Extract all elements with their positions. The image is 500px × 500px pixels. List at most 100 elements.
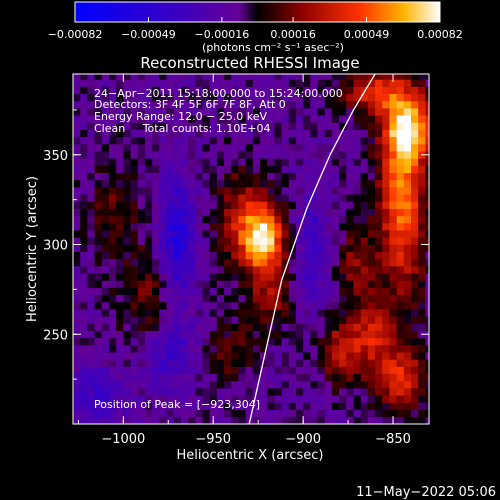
heatmap-cell — [209, 194, 218, 202]
heatmap-cell — [87, 309, 95, 317]
heatmap-cell — [123, 273, 131, 281]
heatmap-cell — [101, 136, 110, 145]
heatmap-cell — [123, 108, 131, 116]
heatmap-cell — [209, 323, 218, 331]
heatmap-cell — [209, 86, 218, 95]
heatmap-cell — [367, 222, 376, 231]
heatmap-cell — [238, 158, 246, 166]
heatmap-cell — [159, 151, 167, 159]
heatmap-cell — [375, 258, 383, 267]
heatmap-cell — [411, 287, 419, 296]
heatmap-cell — [116, 359, 124, 367]
heatmap-cell — [339, 86, 347, 95]
heatmap-cell — [259, 395, 268, 403]
heatmap-cell — [137, 237, 146, 245]
heatmap-cell — [216, 330, 225, 339]
heatmap-cell — [188, 115, 196, 123]
heatmap-cell — [180, 122, 189, 130]
heatmap-cell — [173, 74, 182, 80]
heatmap-cell — [389, 266, 397, 274]
heatmap-cell — [324, 366, 333, 375]
heatmap-cell — [87, 294, 95, 303]
heatmap-cell — [396, 301, 405, 310]
heatmap-cell — [403, 273, 412, 281]
heatmap-cell — [216, 86, 225, 95]
heatmap-cell — [389, 323, 397, 331]
heatmap-cell — [396, 359, 405, 367]
heatmap-cell — [195, 359, 203, 367]
heatmap-cell — [425, 122, 429, 130]
heatmap-cell — [288, 93, 297, 102]
heatmap-cell — [317, 359, 326, 367]
heatmap-cell — [281, 208, 290, 217]
heatmap-cell — [108, 208, 117, 217]
heatmap-cell — [152, 402, 160, 410]
heatmap-cell — [331, 201, 340, 209]
heatmap-cell — [331, 158, 340, 166]
heatmap-cell — [166, 86, 174, 95]
heatmap-cell — [80, 316, 88, 324]
heatmap-cell — [267, 280, 275, 288]
heatmap-cell — [173, 165, 182, 174]
heatmap-cell — [346, 388, 354, 396]
heatmap-cell — [202, 409, 210, 418]
heatmap-cell — [339, 416, 347, 424]
heatmap-cell — [411, 294, 419, 303]
heatmap-cell — [259, 323, 268, 331]
heatmap-cell — [418, 309, 426, 317]
heatmap-cell — [144, 158, 153, 166]
heatmap-cell — [252, 179, 261, 188]
heatmap-cell — [166, 158, 174, 166]
heatmap-cell — [202, 93, 210, 102]
colorbar-tick-label: −0.00082 — [48, 28, 103, 41]
heatmap-cell — [180, 86, 189, 95]
heatmap-cell — [252, 409, 261, 418]
heatmap-cell — [245, 136, 254, 145]
heatmap-cell — [346, 230, 354, 238]
heatmap-cell — [303, 301, 311, 310]
heatmap-cell — [310, 323, 318, 331]
heatmap-cell — [144, 251, 153, 260]
heatmap-cell — [87, 409, 95, 418]
heatmap-cell — [216, 244, 225, 252]
heatmap-cell — [224, 108, 232, 116]
heatmap-cell — [216, 316, 225, 324]
heatmap-cell — [144, 100, 153, 109]
heatmap-cell — [295, 352, 304, 360]
heatmap-cell — [324, 172, 333, 181]
heatmap-cell — [166, 194, 174, 202]
heatmap-cell — [180, 301, 189, 310]
heatmap-cell — [73, 266, 81, 274]
heatmap-cell — [152, 237, 160, 245]
heatmap-cell — [152, 258, 160, 267]
heatmap-cell — [331, 337, 340, 346]
heatmap-cell — [108, 215, 117, 224]
heatmap-cell — [180, 395, 189, 403]
heatmap-cell — [224, 402, 232, 410]
heatmap-cell — [360, 287, 369, 296]
heatmap-cell — [259, 201, 268, 209]
heatmap-cell — [202, 179, 210, 188]
heatmap-cell — [130, 74, 139, 80]
heatmap-cell — [130, 352, 139, 360]
heatmap-cell — [80, 258, 88, 267]
heatmap-cell — [418, 273, 426, 281]
heatmap-cell — [375, 266, 383, 274]
heatmap-cell — [101, 108, 110, 116]
heatmap-cell — [137, 129, 146, 138]
heatmap-cell — [252, 86, 261, 95]
heatmap-cell — [202, 251, 210, 260]
heatmap-cell — [411, 352, 419, 360]
heatmap-cell — [339, 79, 347, 87]
heatmap-cell — [367, 74, 376, 80]
heatmap-cell — [411, 79, 419, 87]
heatmap-cell — [331, 395, 340, 403]
heatmap-cell — [382, 309, 390, 317]
heatmap-cell — [295, 402, 304, 410]
heatmap-cell — [166, 388, 174, 396]
heatmap-cell — [418, 323, 426, 331]
heatmap-cell — [159, 301, 167, 310]
heatmap-cell — [310, 115, 318, 123]
heatmap-cell — [245, 230, 254, 238]
heatmap-cell — [87, 380, 95, 389]
